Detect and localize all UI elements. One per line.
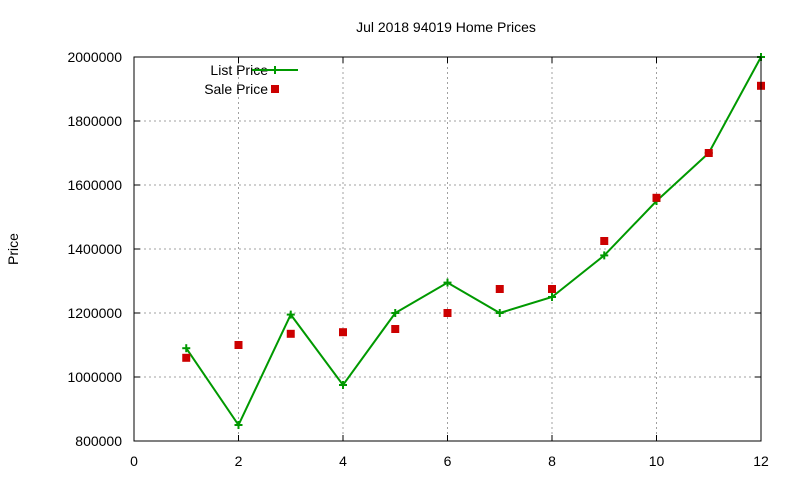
- sale-price-point: [443, 309, 452, 317]
- sale-price-point: [704, 149, 713, 157]
- list-price-point: [495, 309, 504, 317]
- series-layer: [182, 53, 765, 429]
- sale-price-point: [495, 285, 504, 293]
- chart-title: Jul 2018 94019 Home Prices: [356, 19, 536, 35]
- sale-price-point: [339, 328, 347, 337]
- legend-label: Sale Price: [204, 81, 268, 97]
- y-tick-label: 1200000: [67, 305, 122, 321]
- list-price-point: [286, 310, 295, 319]
- sale-price-point: [548, 285, 556, 293]
- sale-price-point: [600, 237, 609, 245]
- x-tick-label: 8: [548, 453, 556, 469]
- x-tick-label: 2: [235, 453, 243, 469]
- legend-label: List Price: [210, 62, 268, 78]
- y-tick-label: 1800000: [67, 113, 122, 129]
- sale-price-point: [234, 341, 243, 349]
- axis-ticks: 0 2 4 6 8 10 12 800000 1000000 1200000 1400000 1600…: [67, 49, 769, 469]
- y-tick-label: 2000000: [67, 49, 122, 65]
- x-tick-label: 4: [339, 453, 347, 469]
- sale-price-point: [286, 329, 295, 338]
- x-tick-label: 0: [130, 453, 138, 469]
- x-tick-label: 10: [649, 453, 665, 469]
- list-price-point: [234, 421, 243, 429]
- list-price-point: [182, 344, 191, 353]
- grid-lines: [134, 57, 761, 441]
- x-tick-label: 6: [444, 453, 452, 469]
- list-price-point: [339, 381, 347, 389]
- sale-price-point: [391, 325, 400, 333]
- y-tick-label: 1600000: [67, 177, 122, 193]
- list-price-point: [443, 278, 452, 287]
- series-sale-price: [182, 81, 765, 362]
- list-price-point: [391, 309, 400, 317]
- y-tick-label: 800000: [75, 433, 122, 449]
- list-price-line: [185, 56, 762, 428]
- x-tick-label: 12: [753, 453, 769, 469]
- sale-price-point: [182, 353, 191, 362]
- sale-price-point: [652, 193, 661, 202]
- y-tick-label: 1000000: [67, 369, 122, 385]
- legend: List Price Sale Price: [204, 62, 298, 97]
- plot-border: [133, 56, 762, 442]
- series-list-price: [182, 53, 765, 429]
- y-axis-label: Price: [5, 233, 21, 265]
- list-price-point: [600, 251, 609, 260]
- y-tick-label: 1400000: [67, 241, 122, 257]
- legend-marker: [271, 85, 279, 93]
- list-price-point: [548, 293, 556, 301]
